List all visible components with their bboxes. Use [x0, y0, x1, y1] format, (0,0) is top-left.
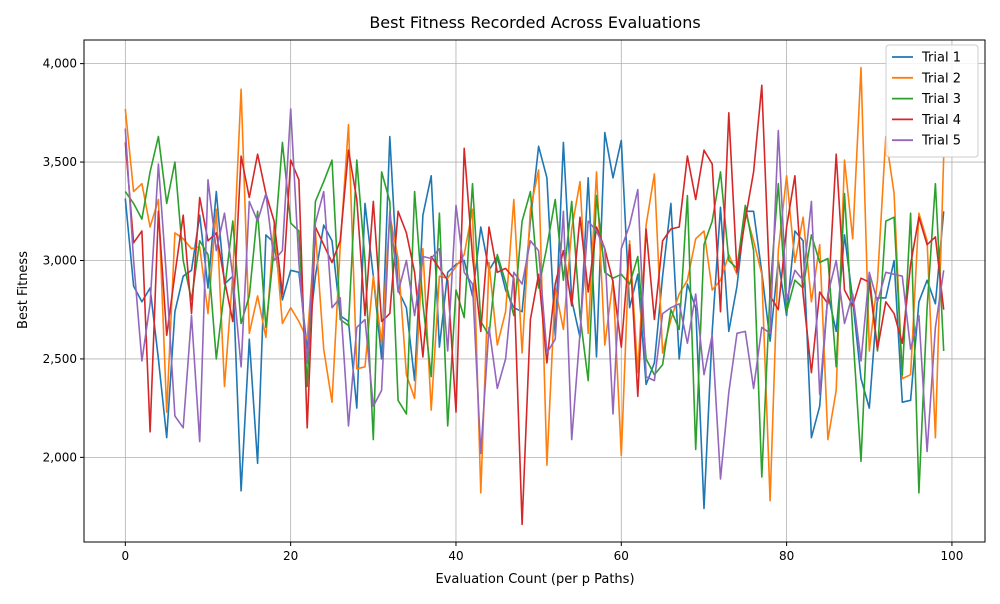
y-tick-label: 4,000: [43, 57, 77, 71]
x-tick-label: 100: [940, 549, 963, 563]
y-axis-label: Best Fitness: [16, 251, 31, 329]
plot-area-border: [83, 39, 986, 543]
series-line-trial-3: [124, 135, 945, 494]
series-lines: [124, 66, 945, 526]
legend: Trial 1 Trial 2 Trial 3 Trial 4 Trial 5: [885, 44, 979, 158]
chart-title: Best Fitness Recorded Across Evaluations: [369, 13, 700, 32]
x-axis-label: Evaluation Count (per p Paths): [435, 572, 634, 587]
legend-box: [885, 44, 979, 158]
axis-ticks: 0 20 40 60 80 100 2,000 2,500 3,000 3,500 4,000: [43, 57, 964, 563]
legend-label: Trial 4: [921, 113, 961, 128]
y-tick-label: 3,500: [43, 155, 77, 169]
y-tick-label: 3,000: [43, 253, 77, 267]
legend-label: Trial 5: [921, 134, 961, 149]
x-tick-label: 60: [614, 549, 629, 563]
y-tick-label: 2,500: [43, 352, 77, 366]
x-tick-label: 40: [448, 549, 463, 563]
series-line-trial-5: [124, 108, 945, 480]
x-tick-label: 80: [779, 549, 794, 563]
legend-label: Trial 2: [921, 71, 961, 86]
x-tick-label: 0: [122, 549, 130, 563]
axes-frame: [83, 39, 986, 543]
x-tick-label: 20: [283, 549, 298, 563]
series-line-trial-4: [124, 84, 945, 526]
legend-label: Trial 3: [921, 92, 961, 107]
legend-label: Trial 1: [921, 51, 961, 66]
y-tick-label: 2,000: [43, 450, 77, 464]
